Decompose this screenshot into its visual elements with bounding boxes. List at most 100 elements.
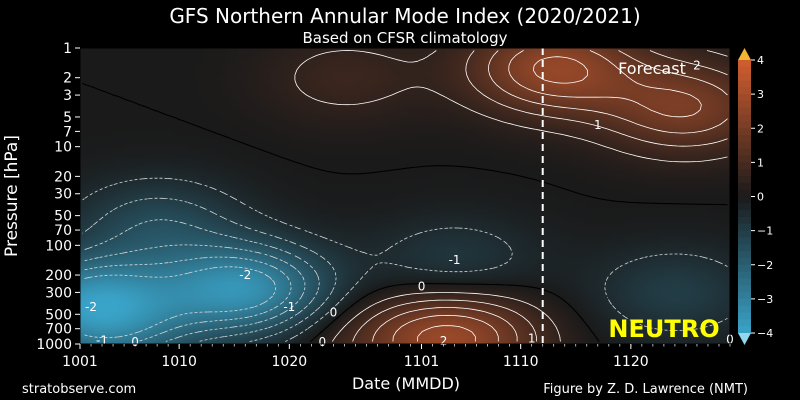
colorbar-tick-label: −3 — [757, 293, 773, 306]
footer-credit: Figure by Z. D. Lawrence (NMT) — [543, 382, 748, 397]
colorbar-tick-label: 1 — [757, 156, 764, 169]
colorbar-tick-label: −4 — [757, 327, 773, 340]
contour-level-line — [82, 266, 277, 339]
colorbar-tick-label: 2 — [757, 122, 764, 135]
colorbar-segment — [738, 60, 751, 68]
x-axis: 1001 1010 1020 1101 1110 1120 — [62, 344, 731, 370]
y-tick-label: 5 — [63, 110, 72, 126]
contour-level-line — [82, 197, 337, 342]
contour-label: 0 — [319, 335, 327, 349]
colorbar-segment — [738, 107, 751, 116]
contour-level-line — [82, 177, 728, 342]
colorbar-segment — [738, 285, 751, 293]
colorbar-segment — [738, 230, 751, 238]
x-tick-label: 1020 — [272, 354, 308, 370]
colorbar-tick-label: 3 — [757, 88, 764, 101]
colorbar-segment — [738, 169, 751, 177]
colorbar-segment — [738, 278, 751, 286]
contour-level-line — [392, 50, 702, 342]
colorbar-segment — [738, 264, 751, 273]
contour-label: 0 — [418, 279, 426, 293]
colorbar-segment — [738, 237, 751, 245]
footer-site: stratobserve.com — [22, 382, 136, 397]
colorbar-segment — [738, 251, 751, 259]
colorbar-tick-label: −2 — [757, 259, 773, 272]
colorbar-tick-label: 0 — [757, 191, 764, 204]
y-tick-label: 1000 — [36, 337, 72, 353]
colorbar-segment — [738, 203, 751, 211]
y-tick-label: 50 — [54, 209, 72, 225]
colorbar-segment — [738, 141, 751, 150]
plot-frame — [79, 47, 731, 345]
contour-level-line — [294, 50, 728, 342]
y-tick-label: 100 — [45, 238, 72, 254]
colorbar-segment — [738, 223, 751, 232]
contour-level-line — [372, 50, 728, 342]
colorbar-segment — [738, 94, 751, 102]
y-tick-label: 10 — [54, 140, 72, 156]
colorbar-segment — [738, 292, 751, 300]
y-tick-label: 70 — [54, 223, 72, 239]
colorbar-tick-label: −1 — [757, 225, 773, 238]
nam-heatmap-field — [80, 48, 730, 344]
contour-label: 2 — [440, 334, 448, 348]
colorbar-segment — [738, 210, 751, 218]
chart-subtitle: Based on CFSR climatology — [302, 29, 507, 47]
colorbar-segment — [738, 66, 751, 75]
contour-label: 0 — [330, 306, 338, 320]
colorbar-segment — [738, 100, 751, 109]
contour-level-line — [82, 219, 320, 342]
contour-level-line — [82, 244, 306, 342]
colorbar-segment — [738, 121, 751, 129]
contour-level-line — [352, 50, 728, 342]
contour-label: 1 — [528, 332, 536, 346]
y-axis-label: Pressure [hPa] — [2, 135, 22, 257]
contour-label: 2 — [693, 58, 701, 72]
contour-label: 1 — [594, 118, 602, 132]
colorbar-segment — [738, 257, 751, 266]
colorbar-segment — [738, 326, 751, 334]
colorbar: 4 3 2 1 0 −1 −2 −3 −4 — [738, 48, 773, 345]
colorbar-segment — [738, 305, 751, 314]
contour-label: -1 — [96, 333, 108, 347]
x-tick-label: 1101 — [404, 354, 440, 370]
contour-label: -2 — [239, 268, 251, 282]
contour-label: 0 — [131, 335, 139, 349]
neutro-label: NEUTRO — [608, 315, 719, 343]
colorbar-segment — [738, 114, 751, 122]
contour-lines — [82, 50, 728, 342]
colorbar-segment — [738, 298, 751, 307]
y-tick-label: 2 — [63, 71, 72, 87]
colorbar-segment — [738, 312, 751, 320]
colorbar-segment — [738, 148, 751, 157]
chart-title: GFS Northern Annular Mode Index (2020/20… — [169, 4, 640, 28]
contour-label: -1 — [283, 300, 295, 314]
colorbar-segment — [738, 128, 751, 136]
colorbar-segment — [738, 176, 751, 184]
y-tick-label: 300 — [45, 285, 72, 301]
y-tick-label: 30 — [54, 187, 72, 203]
colorbar-segment — [738, 271, 751, 279]
x-tick-label: 1010 — [161, 354, 197, 370]
x-axis-label: Date (MMDD) — [352, 374, 460, 393]
x-tick-label: 1001 — [62, 354, 98, 370]
forecast-label: Forecast — [618, 59, 686, 78]
contour-label: -1 — [449, 253, 461, 267]
colorbar-segment — [738, 182, 751, 191]
colorbar-segment — [738, 73, 751, 81]
colorbar-extend-min — [738, 333, 751, 345]
y-tick-label: 700 — [45, 322, 72, 338]
colorbar-segment — [738, 244, 751, 252]
colorbar-segment — [738, 216, 751, 225]
y-tick-label: 20 — [54, 169, 72, 185]
contour-level-line — [417, 56, 589, 342]
colorbar-segment — [738, 162, 751, 170]
colorbar-segment — [738, 80, 751, 88]
colorbar-segment — [738, 189, 751, 197]
colorbar-segment — [738, 87, 751, 95]
x-tick-label: 1110 — [503, 354, 539, 370]
y-tick-label: 1 — [63, 41, 72, 57]
